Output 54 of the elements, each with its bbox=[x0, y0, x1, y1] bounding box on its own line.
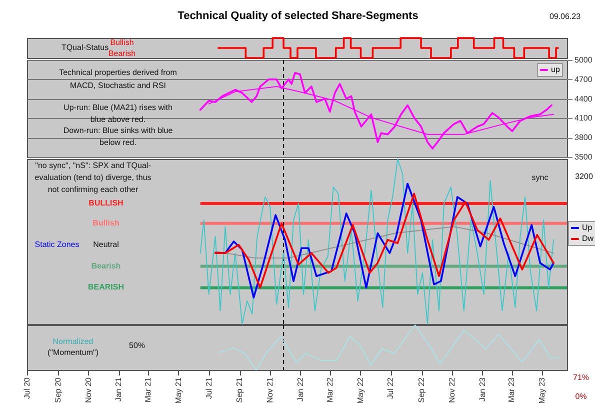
annotation: Bullish bbox=[110, 38, 134, 47]
annotation: blue above red. bbox=[90, 115, 146, 124]
ref-line-label: Bearish bbox=[91, 261, 121, 270]
x-tick-label: Jan 23 bbox=[478, 376, 487, 402]
x-tick-label: May 22 bbox=[356, 376, 365, 403]
chart-title: Technical Quality of selected Share-Segments bbox=[178, 10, 418, 22]
text: 3200 bbox=[575, 172, 594, 181]
y-tick-label: 4100 bbox=[574, 114, 593, 123]
x-tick-label: Mar 21 bbox=[144, 376, 153, 402]
x-tick-label: May 23 bbox=[538, 376, 547, 403]
annotation: below red. bbox=[100, 138, 136, 147]
x-tick-label: Jul 20 bbox=[22, 376, 32, 399]
text: 0% bbox=[575, 392, 587, 401]
annotation: ("Momentum") bbox=[47, 348, 99, 357]
x-tick-label: Mar 22 bbox=[325, 376, 334, 402]
annotation: Bearish bbox=[108, 49, 136, 58]
y-tick-label: 4700 bbox=[574, 74, 593, 84]
x-tick-label: Sep 22 bbox=[417, 376, 426, 403]
annotation: not confirming each other bbox=[48, 185, 138, 194]
x-tick-label: Mar 23 bbox=[507, 376, 516, 402]
x-tick-label: Jan 21 bbox=[114, 376, 124, 402]
annotation: "no sync", "nS": SPX and TQual- bbox=[35, 161, 152, 170]
x-tick-label: Jul 22 bbox=[386, 376, 396, 399]
x-tick-label: Jul 21 bbox=[204, 376, 214, 399]
ref-line-label: Bullish bbox=[92, 218, 120, 228]
x-tick-label: Sep 20 bbox=[53, 376, 62, 403]
legend-label: Dw bbox=[582, 234, 594, 243]
y-tick-label: 3800 bbox=[574, 133, 593, 142]
x-tick-label: Sep 21 bbox=[235, 376, 244, 403]
y-tick-label: 5000 bbox=[574, 56, 593, 64]
x-tick-label: Jan 22 bbox=[296, 376, 305, 402]
ref-line-label: BULLISH bbox=[88, 198, 124, 208]
legend-label: up bbox=[551, 65, 560, 74]
text: 09.06.23 bbox=[549, 12, 582, 21]
annotation: Down-run: Blue sinks with blue bbox=[63, 126, 174, 135]
x-tick-label: Nov 20 bbox=[84, 376, 93, 403]
annotation: TQual-Status bbox=[61, 43, 109, 52]
text: 71% bbox=[572, 373, 590, 382]
y-tick-label: 3500 bbox=[574, 152, 593, 162]
annotation: Up-run: Blue (MA21) rises with bbox=[64, 103, 172, 112]
annotation: Technical properties derived from bbox=[59, 68, 178, 77]
legend-label: Up bbox=[582, 223, 593, 232]
annotation: evaluation (tend to) diverge, thus bbox=[34, 173, 152, 182]
y-tick-label: 4400 bbox=[574, 94, 593, 104]
annotation: Static Zones bbox=[34, 240, 80, 249]
annotation: MACD, Stochastic and RSI bbox=[70, 81, 166, 90]
x-tick-label: Nov 22 bbox=[447, 376, 456, 403]
ref-line-label: BEARISH bbox=[88, 282, 124, 292]
annotation: Neutral bbox=[93, 240, 120, 249]
x-tick-label: May 21 bbox=[174, 376, 183, 403]
annotation: 50% bbox=[128, 341, 146, 350]
annotation: Normalized bbox=[52, 337, 94, 346]
x-tick-label: Nov 21 bbox=[266, 376, 275, 403]
annotation: sync bbox=[532, 173, 548, 182]
